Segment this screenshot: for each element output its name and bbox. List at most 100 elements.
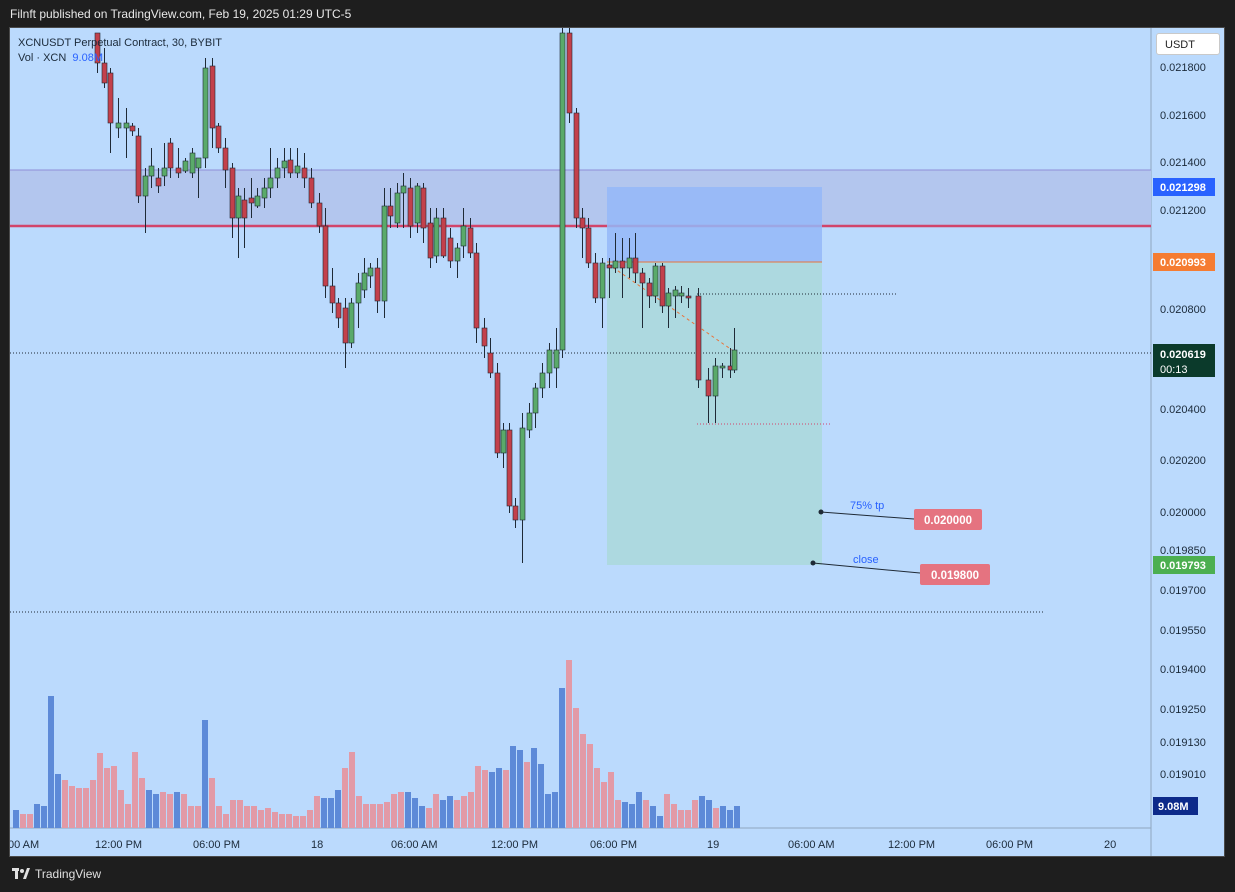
currency-selector[interactable]: USDT [1156,33,1220,55]
candle-body [394,192,401,224]
take-profit-zone[interactable] [607,262,822,565]
volume-bar [454,800,460,828]
volume-bar [419,806,425,828]
price-scale[interactable]: 0.021800 0.021600 0.021400 0.021200 0.02… [1160,62,1206,781]
brand-label: TradingView [35,867,102,881]
candle-body [678,292,685,297]
tp-callout-line [820,511,915,520]
volume-bar [510,746,516,828]
candle-body [167,142,174,169]
volume-bar [97,753,103,828]
volume-bar [440,800,446,828]
last-price-badge-text: 0.020619 [1160,349,1206,361]
volume-bar [265,808,271,828]
time-tick: 18 [311,839,323,851]
tp-annotation-text[interactable]: 75% tp [850,500,884,512]
volume-bar [307,810,313,828]
volume-bar [251,806,257,828]
candle-body [519,427,526,521]
candle-body [652,265,659,297]
tp-price-label[interactable] [914,509,982,530]
projection-line[interactable] [607,263,733,351]
volume-bar [342,768,348,828]
stop-loss-zone[interactable] [607,187,822,262]
candle-body [420,187,427,229]
candle-body [308,177,315,204]
candle-body [559,32,566,351]
volume-bar [174,792,180,828]
candles[interactable] [94,28,738,563]
candle-body [719,365,726,369]
volume-bar [601,782,607,828]
volume-bar [678,810,684,828]
volume-bar [671,804,677,828]
candle-body [215,125,222,149]
volume-bar [643,800,649,828]
candle-body [222,147,229,171]
volume-bar [720,806,726,828]
chart-legend[interactable]: XCNUSDT Perpetual Contract, 30, BYBIT Vo… [18,36,222,66]
candle-body [606,264,613,269]
time-tick: 06:00 AM [391,839,437,851]
volume-bar [279,814,285,828]
volume-bar [167,794,173,828]
candle-body [182,160,189,172]
volume-bar [734,806,740,828]
time-tick: 06:00 PM [193,839,240,851]
candle-body [712,365,719,397]
tradingview-brand[interactable]: TradingView [12,867,101,881]
candle-body [229,167,236,219]
volume-bar [657,816,663,828]
volume-bar [188,806,194,828]
volume-bar [559,688,565,828]
candle-body [94,32,101,64]
entry-badge [1153,253,1215,271]
volume-bar [90,780,96,828]
candle-body [335,302,342,319]
volume-bar [62,780,68,828]
close-callout-dot [810,560,816,566]
volume-bar [468,792,474,828]
volume-bar [391,794,397,828]
time-tick: 00 AM [10,839,39,851]
candle-body [342,307,349,344]
candle-body [407,187,414,227]
volume-bar [34,804,40,828]
candle-body [267,177,274,189]
price-tick: 0.020000 [1160,507,1206,519]
volume-bar [405,792,411,828]
volume-bar [356,796,362,828]
volume-bar [230,800,236,828]
volume-badge-text: 9.08M [1158,801,1189,813]
box-bottom-badge [1153,556,1215,574]
volume-bar [104,768,110,828]
volume-bar [727,810,733,828]
candle-body [526,412,533,431]
volume-bar [132,752,138,828]
candle-body [579,217,586,229]
candle-body [539,372,546,389]
close-annotation-text[interactable]: close [853,554,879,566]
chart-pane[interactable]: 75% tp 0.020000 close 0.019800 0.021800 … [9,27,1225,857]
price-axis[interactable] [1151,28,1225,857]
close-price-label[interactable] [920,564,990,585]
time-axis[interactable]: 00 AM 12:00 PM 06:00 PM 18 06:00 AM 12:0… [10,839,1116,851]
volume-bar [209,778,215,828]
candle-body [148,165,155,177]
volume-bar [384,802,390,828]
candle-body [316,202,323,227]
volume-bar [160,792,166,828]
price-tick: 0.019400 [1160,664,1206,676]
volume-bar [286,814,292,828]
time-tick: 12:00 PM [95,839,142,851]
volume-bar [664,794,670,828]
volume-bar [125,804,131,828]
volume-bar [293,816,299,828]
top-bar: Filnft published on TradingView.com, Feb… [0,0,1235,27]
volume-value: 9.08M [72,52,103,64]
candle-body [599,262,606,299]
chart-canvas[interactable]: 75% tp 0.020000 close 0.019800 0.021800 … [10,28,1225,857]
price-tick: 0.020200 [1160,455,1206,467]
price-tick: 0.020400 [1160,404,1206,416]
candle-body [665,292,672,307]
